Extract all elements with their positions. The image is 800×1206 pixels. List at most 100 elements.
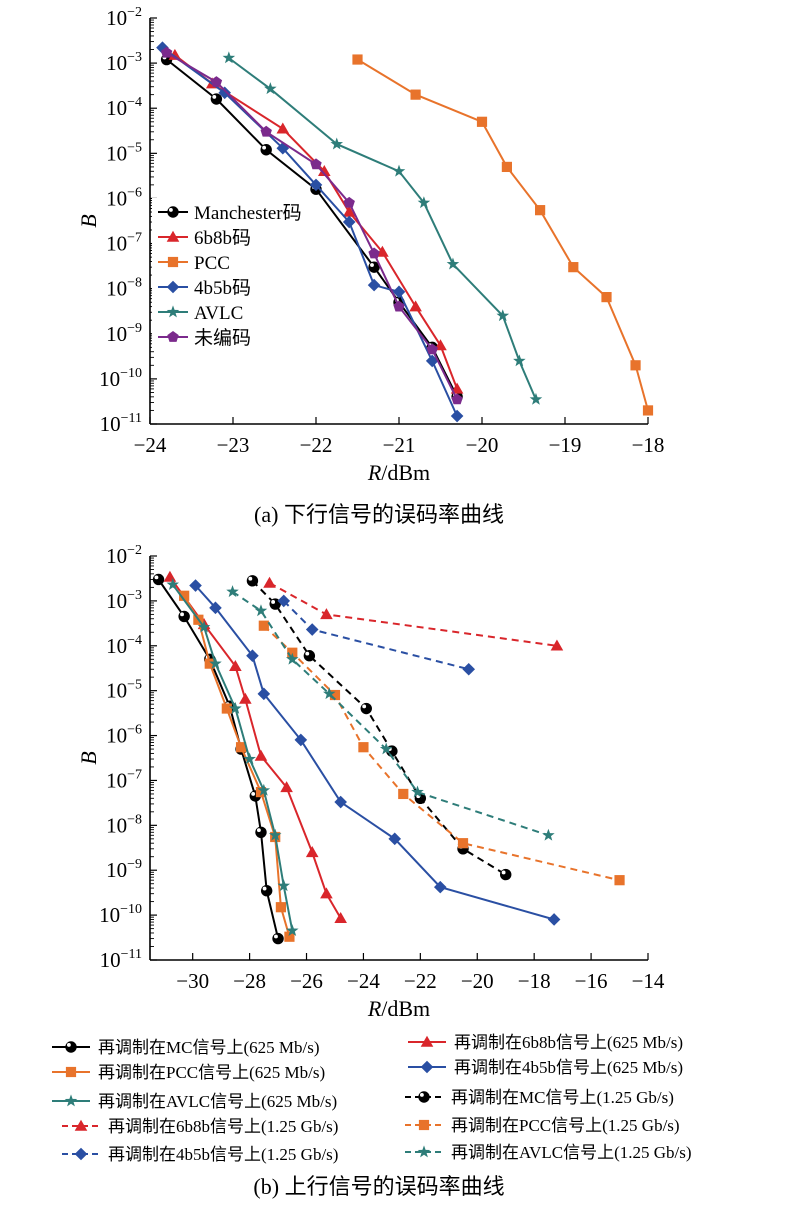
y-tick-label: 10−5 (106, 678, 142, 703)
data-point (243, 752, 256, 765)
y-tick-base: 10 (106, 186, 127, 210)
data-point (197, 620, 211, 633)
data-point (277, 594, 291, 608)
data-point (221, 703, 232, 714)
y-tick-label: 10−11 (100, 411, 142, 436)
marker-highlight (154, 575, 159, 580)
data-point (160, 46, 173, 58)
marker-highlight (262, 145, 267, 150)
y-tick-base: 10 (106, 51, 127, 75)
data-point (342, 205, 356, 217)
data-point (168, 48, 182, 60)
x-tick-label: −26 (290, 969, 323, 993)
data-point (65, 1066, 77, 1078)
data-point (156, 41, 169, 54)
data-point (255, 786, 267, 798)
data-point (547, 913, 561, 926)
y-tick-label: 10−7 (106, 767, 142, 792)
data-point (360, 702, 372, 715)
y-tick-label: 10−10 (99, 902, 142, 927)
x-tick-label: −30 (176, 969, 209, 993)
y-tick-exponent: −10 (120, 366, 142, 381)
data-point (450, 382, 464, 394)
data-point (496, 309, 510, 322)
data-point (284, 931, 295, 942)
legend-a: Manchester码 6b8b码 PCC 4b5b码 AVLC 未编码 (152, 198, 302, 350)
y-tick-label: 10−4 (106, 95, 142, 120)
y-tick-exponent: −2 (127, 5, 142, 20)
data-point (451, 393, 463, 405)
data-point (426, 343, 438, 355)
legend-label: 未编码 (194, 327, 251, 349)
data-point (343, 196, 355, 208)
x-axis-title: R/dBm (367, 460, 430, 485)
data-point (305, 846, 319, 858)
marker-highlight (362, 704, 367, 709)
data-point (368, 247, 380, 259)
y-tick-exponent: −6 (127, 723, 142, 738)
legend-entry: 再调制在MC信号上(625 Mb/s) (52, 1038, 319, 1057)
x-tick-label: −22 (404, 969, 437, 993)
data-point (411, 785, 424, 798)
data-point (462, 662, 476, 676)
x-tick-label: −24 (134, 433, 167, 457)
legend-entry: 再调制在PCC信号上(1.25 Gb/s) (405, 1116, 680, 1135)
marker-highlight (501, 870, 506, 875)
y-tick-label: 10−9 (106, 857, 142, 882)
x-tick-label: −21 (383, 433, 416, 457)
marker-highlight (248, 576, 253, 581)
data-point (260, 884, 273, 897)
data-point (235, 742, 247, 753)
y-tick-exponent: −4 (127, 633, 142, 648)
y-tick-label: 10−6 (106, 185, 142, 210)
series-line (165, 58, 458, 398)
legend-label: 再调制在MC信号上(1.25 Gb/s) (451, 1088, 674, 1107)
x-tick-label: −22 (300, 433, 333, 457)
data-point (393, 300, 405, 312)
series-line (356, 58, 649, 411)
data-point (272, 932, 284, 945)
data-point (305, 623, 319, 636)
data-point (330, 137, 344, 150)
legend-label: 再调制在PCC信号上(1.25 Gb/s) (451, 1116, 680, 1135)
data-point (446, 257, 460, 270)
data-point (457, 838, 469, 849)
data-point (210, 93, 223, 105)
data-point (420, 1035, 434, 1047)
y-tick-label: 10−2 (106, 5, 142, 30)
y-tick-exponent: −9 (127, 321, 142, 336)
y-tick-label: 10−8 (106, 812, 142, 837)
series-b-8 (277, 594, 476, 676)
y-tick-label: 10−5 (106, 140, 142, 165)
y-axis-title: B (76, 214, 101, 227)
data-point (614, 875, 625, 886)
y-tick-label: 10−11 (100, 947, 142, 972)
y-tick-exponent: −4 (127, 95, 142, 110)
y-tick-base: 10 (106, 96, 127, 120)
legend-entry: 6b8b码 (158, 228, 251, 249)
data-point (286, 924, 299, 937)
data-point (310, 158, 322, 170)
marker-highlight (274, 934, 278, 939)
legend-entry: 再调制在MC信号上(1.25 Gb/s) (405, 1088, 674, 1107)
x-tick-label: −18 (518, 969, 551, 993)
panel-caption: (b) 上行信号的误码率曲线 (253, 1174, 504, 1199)
y-tick-exponent: −8 (127, 276, 142, 291)
data-point (410, 89, 421, 100)
x-axis-title: R/dBm (367, 996, 430, 1021)
data-point (258, 620, 269, 631)
legend-background (152, 198, 292, 350)
data-point (74, 1147, 88, 1161)
y-tick-label: 10−4 (106, 633, 142, 658)
legend-label: 再调制在4b5b信号上(625 Mb/s) (454, 1058, 683, 1077)
marker-highlight (66, 1042, 71, 1047)
y-tick-base: 10 (106, 589, 127, 613)
data-point (275, 902, 287, 913)
data-point (417, 196, 431, 209)
data-point (450, 409, 464, 423)
legend-entry: 再调制在6b8b信号上(1.25 Gb/s) (62, 1117, 338, 1136)
data-point (254, 749, 268, 761)
data-point (418, 1091, 430, 1103)
y-tick-base: 10 (106, 679, 127, 703)
data-point (167, 331, 179, 342)
